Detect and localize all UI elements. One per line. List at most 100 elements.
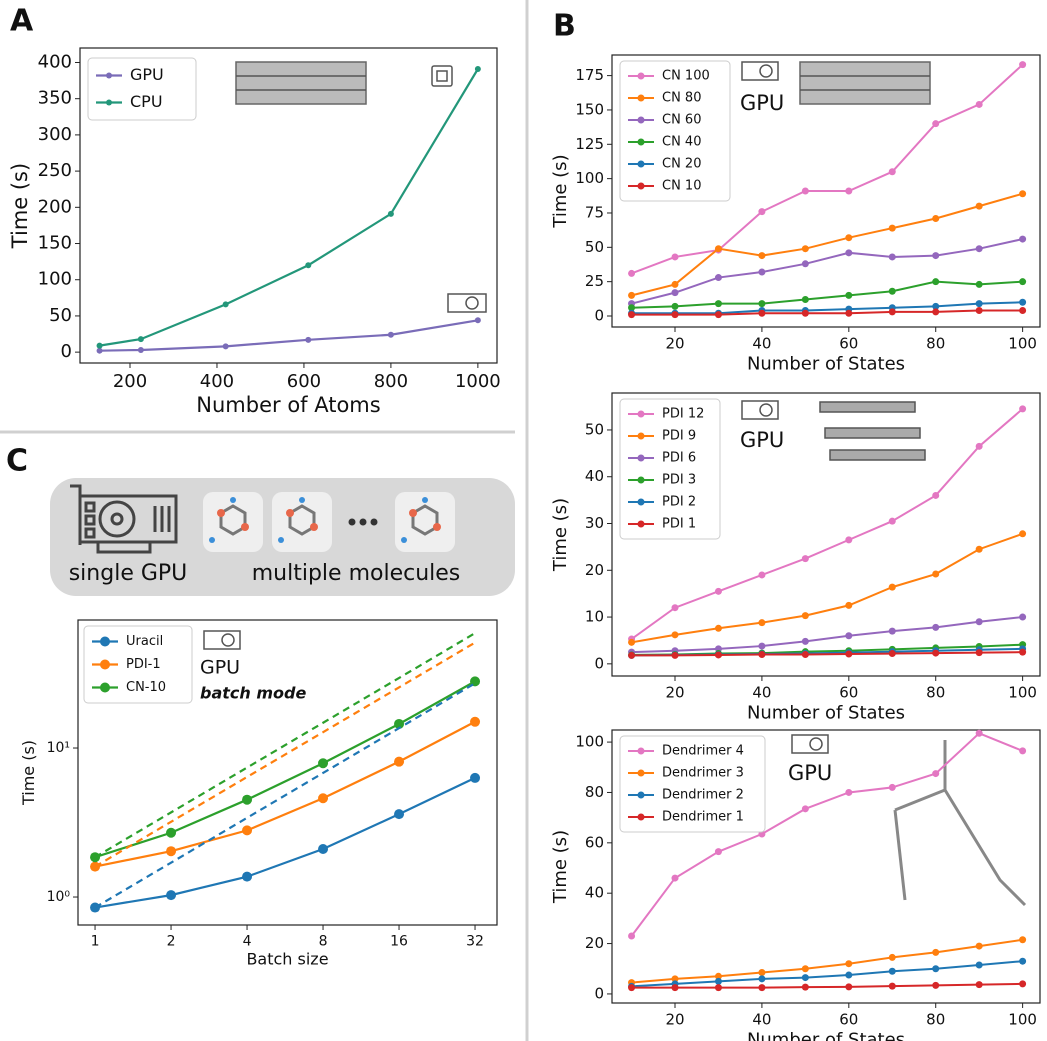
data-point	[845, 960, 853, 968]
data-point	[318, 793, 329, 804]
reference-line	[94, 682, 476, 909]
data-point	[242, 794, 253, 805]
y-tick-label: 100	[575, 169, 604, 187]
y-tick-label: 10⁰	[47, 889, 71, 905]
y-tick-label: 75	[585, 203, 604, 221]
y-tick-label: 350	[38, 88, 72, 109]
y-tick-label: 150	[575, 100, 604, 118]
x-tick-label: 100	[1008, 1011, 1037, 1029]
x-tick-label: 80	[926, 684, 945, 702]
data-point	[714, 972, 722, 980]
data-point	[888, 224, 896, 232]
y-tick-label: 10¹	[47, 740, 70, 756]
plot-frame	[77, 619, 498, 926]
x-tick-label: 600	[287, 371, 321, 392]
legend-marker	[637, 160, 645, 168]
series-line	[630, 408, 1024, 640]
series-line	[99, 319, 479, 352]
series-line	[631, 982, 1023, 989]
data-point	[714, 300, 722, 308]
annotation: GPU	[740, 428, 784, 452]
data-point	[888, 168, 896, 176]
data-point	[1019, 298, 1027, 306]
legend-label: Dendrimer 2	[662, 788, 744, 803]
data-point	[1019, 613, 1027, 621]
series-line	[631, 938, 1023, 984]
data-point	[975, 981, 983, 989]
data-point	[671, 975, 679, 983]
y-tick-label: 400	[38, 51, 72, 72]
data-point	[628, 291, 636, 299]
data-point	[394, 809, 405, 820]
data-point	[628, 269, 636, 277]
data-point	[628, 651, 636, 659]
x-axis-label: Number of States	[747, 1029, 905, 1041]
data-point	[845, 309, 853, 317]
legend-label: CPU	[130, 92, 163, 111]
data-point	[758, 650, 766, 658]
data-point	[1019, 957, 1027, 965]
reference-line	[94, 641, 476, 868]
molecule-tiles	[203, 492, 455, 552]
data-point	[888, 953, 896, 961]
data-point	[671, 302, 679, 310]
data-point	[801, 260, 809, 268]
data-point	[474, 66, 481, 72]
series-line	[631, 63, 1024, 275]
data-point	[470, 716, 481, 727]
data-point	[318, 844, 329, 855]
data-point	[1019, 936, 1027, 944]
series-line	[630, 732, 1023, 937]
data-point	[932, 278, 940, 286]
data-point	[318, 758, 329, 769]
data-point	[242, 825, 253, 836]
data-point	[166, 827, 177, 838]
data-point	[845, 291, 853, 299]
data-point	[932, 965, 940, 973]
legend-marker	[637, 454, 645, 462]
plot-frame	[79, 47, 498, 364]
data-point	[758, 208, 766, 216]
data-point	[628, 638, 636, 646]
y-tick-label: 20	[585, 934, 604, 952]
legend-marker	[637, 72, 645, 80]
data-point	[975, 245, 983, 253]
y-axis-label: Time (s)	[19, 740, 38, 806]
x-tick-label: 40	[752, 1011, 771, 1029]
data-point	[1019, 307, 1027, 315]
data-point	[671, 604, 679, 612]
y-axis-label: Time (s)	[550, 498, 571, 572]
data-point	[714, 624, 722, 632]
data-point	[1019, 278, 1027, 286]
data-point	[975, 961, 983, 969]
y-tick-label: 125	[575, 135, 604, 153]
data-point	[932, 214, 940, 222]
data-point	[628, 984, 636, 992]
y-tick-label: 175	[575, 66, 604, 84]
legend-marker	[100, 682, 110, 693]
data-point	[758, 975, 766, 983]
legend-marker	[637, 813, 645, 821]
data-point	[628, 304, 636, 312]
data-point	[975, 307, 983, 315]
data-point	[932, 491, 940, 499]
series-line	[631, 532, 1023, 644]
data-point	[975, 618, 983, 626]
data-point	[845, 971, 853, 979]
data-point	[628, 311, 636, 319]
series-line	[94, 720, 476, 868]
data-point	[1019, 747, 1027, 755]
legend-box	[619, 60, 731, 202]
data-point	[222, 301, 229, 308]
data-point	[888, 517, 896, 525]
data-point	[801, 309, 809, 317]
data-point	[1019, 980, 1027, 988]
y-tick-label: 30	[585, 514, 604, 532]
y-tick-label: 10	[585, 608, 604, 626]
data-point	[932, 649, 940, 657]
legend-label: Dendrimer 1	[662, 810, 744, 825]
legend-marker	[637, 520, 645, 528]
legend-label: PDI 3	[662, 473, 696, 488]
legend-label: GPU	[130, 65, 164, 84]
data-point	[975, 300, 983, 308]
